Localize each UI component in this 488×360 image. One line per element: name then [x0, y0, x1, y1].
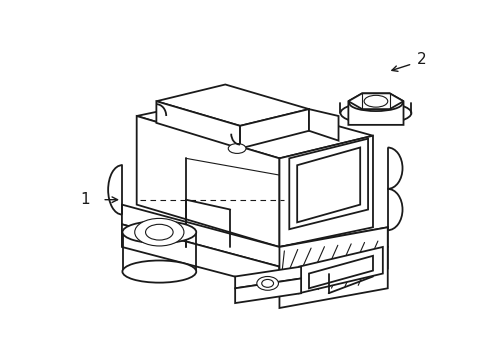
Ellipse shape: [122, 221, 196, 243]
Polygon shape: [297, 148, 360, 222]
Ellipse shape: [348, 95, 402, 111]
Polygon shape: [235, 267, 301, 288]
Text: 1: 1: [81, 192, 90, 207]
Ellipse shape: [340, 102, 410, 124]
Ellipse shape: [364, 95, 387, 107]
Ellipse shape: [256, 276, 278, 290]
Polygon shape: [137, 116, 279, 247]
Polygon shape: [156, 101, 240, 148]
Polygon shape: [279, 227, 387, 308]
Ellipse shape: [228, 144, 245, 153]
Polygon shape: [347, 93, 403, 109]
Polygon shape: [289, 139, 367, 229]
Ellipse shape: [135, 219, 183, 246]
Ellipse shape: [145, 224, 173, 240]
Polygon shape: [308, 109, 338, 141]
Polygon shape: [308, 256, 372, 288]
Polygon shape: [347, 93, 403, 125]
Polygon shape: [122, 204, 387, 267]
Text: 2: 2: [416, 53, 426, 67]
Polygon shape: [279, 247, 387, 288]
Polygon shape: [137, 96, 372, 158]
Ellipse shape: [122, 261, 196, 283]
Polygon shape: [156, 85, 308, 126]
Polygon shape: [279, 136, 372, 247]
Polygon shape: [122, 224, 279, 288]
Polygon shape: [299, 247, 382, 293]
Ellipse shape: [261, 279, 273, 287]
Polygon shape: [235, 278, 301, 303]
Polygon shape: [240, 109, 308, 148]
